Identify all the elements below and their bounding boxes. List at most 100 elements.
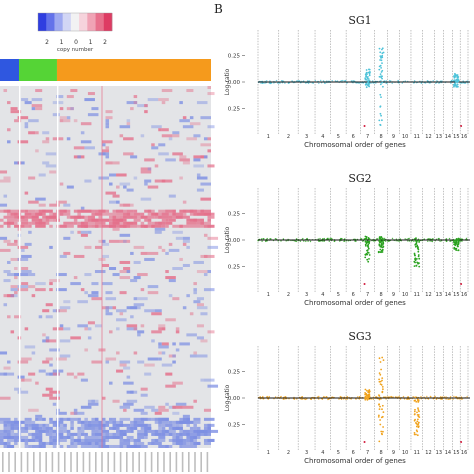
peak-point xyxy=(416,245,419,248)
data-point xyxy=(270,82,272,85)
data-point xyxy=(446,240,448,242)
peak-point xyxy=(414,237,417,240)
group-bar-segment xyxy=(18,59,57,81)
heatmap-cell xyxy=(59,420,64,424)
heatmap-cell xyxy=(59,254,67,258)
heatmap-cell xyxy=(105,297,117,301)
peak-point xyxy=(365,242,368,245)
heatmap-cell xyxy=(147,357,159,361)
heatmap-cell xyxy=(186,89,194,93)
heatmap-cell xyxy=(119,125,131,129)
heatmap-cell xyxy=(17,360,29,364)
peak-point xyxy=(381,379,383,382)
peak-point xyxy=(378,47,381,50)
heatmap-cell xyxy=(84,146,95,150)
data-point xyxy=(372,80,374,82)
sample-label-mark xyxy=(138,452,140,472)
data-point xyxy=(383,237,386,240)
data-point xyxy=(331,80,333,82)
heatmap-cell xyxy=(73,411,85,415)
heatmap-cell xyxy=(77,426,81,430)
peak-point xyxy=(368,68,371,71)
heatmap-cell xyxy=(52,402,57,406)
heatmap-cell xyxy=(101,417,106,421)
heatmap-cell xyxy=(123,267,131,271)
heatmap-cell xyxy=(105,155,110,159)
heatmap-cell xyxy=(24,426,29,430)
heatmap-cell xyxy=(203,441,211,445)
heatmap-cell xyxy=(28,273,36,277)
data-point xyxy=(461,398,463,400)
heatmap-cell xyxy=(52,212,57,216)
data-point xyxy=(390,395,392,398)
data-point xyxy=(413,240,415,243)
group-bar xyxy=(0,59,211,81)
peak-point xyxy=(368,254,371,256)
heatmap-cell xyxy=(161,179,173,183)
heatmap-cell xyxy=(80,420,88,424)
heatmap-cell xyxy=(3,89,8,93)
peak-point xyxy=(379,423,382,426)
sample-label-mark xyxy=(126,452,128,472)
heatmap-cell xyxy=(119,360,131,364)
heatmap-cell xyxy=(70,441,74,445)
sample-label-mark xyxy=(57,452,60,472)
heatmap-cell xyxy=(196,441,201,445)
data-point xyxy=(407,238,409,240)
group-bar-segment xyxy=(56,59,211,81)
heatmap-cell xyxy=(66,107,74,111)
data-point xyxy=(398,395,400,398)
data-point xyxy=(445,398,447,400)
peak-point xyxy=(366,253,369,256)
data-point xyxy=(312,82,314,84)
heatmap-cell xyxy=(94,245,102,249)
heatmap-cell xyxy=(14,315,22,319)
heatmap-cell xyxy=(21,270,32,274)
chromosome-label: 3 xyxy=(305,292,308,298)
heatmap-cell xyxy=(154,309,162,313)
heatmap-cell xyxy=(172,134,180,138)
heatmap-cell xyxy=(130,315,134,319)
data-point xyxy=(372,398,374,401)
data-point xyxy=(404,238,406,240)
peak-point xyxy=(416,247,419,249)
chromosome-label: 14 xyxy=(445,450,451,456)
data-point xyxy=(429,240,431,242)
heatmap-cell xyxy=(56,200,67,204)
peak-point xyxy=(367,84,370,87)
heatmap-cell xyxy=(0,203,8,207)
heatmap-cell xyxy=(196,426,201,430)
peak-point xyxy=(414,245,417,248)
heatmap-cell xyxy=(73,119,78,123)
peak-point xyxy=(365,75,367,78)
data-point xyxy=(320,79,322,82)
peak-point xyxy=(364,388,367,391)
heatmap-cell xyxy=(28,209,36,213)
peak-point xyxy=(457,243,460,246)
group-separator xyxy=(57,86,59,448)
heatmap-cell xyxy=(193,444,197,448)
peak-point xyxy=(413,433,416,436)
heatmap-cell xyxy=(193,164,204,168)
peak-point xyxy=(457,240,460,243)
data-point xyxy=(262,395,264,398)
heatmap-cell xyxy=(133,209,138,213)
peak-point xyxy=(380,251,382,254)
heatmap-cell xyxy=(3,270,11,274)
legend-swatch xyxy=(79,13,88,31)
heatmap-cell xyxy=(154,432,166,436)
peak-point xyxy=(414,254,416,257)
heatmap-cell xyxy=(165,372,173,376)
heatmap-cell xyxy=(158,221,166,225)
data-point xyxy=(385,398,387,400)
peak-point xyxy=(455,74,457,77)
heatmap-cell xyxy=(207,149,211,153)
heatmap-cell xyxy=(45,303,53,307)
heatmap-cell xyxy=(45,432,53,436)
chromosome-label: 2 xyxy=(287,134,290,140)
heatmap-cell xyxy=(84,417,88,421)
heatmap-cell xyxy=(147,285,159,289)
heatmap-cell xyxy=(203,233,208,237)
heatmap-cell xyxy=(77,212,81,216)
